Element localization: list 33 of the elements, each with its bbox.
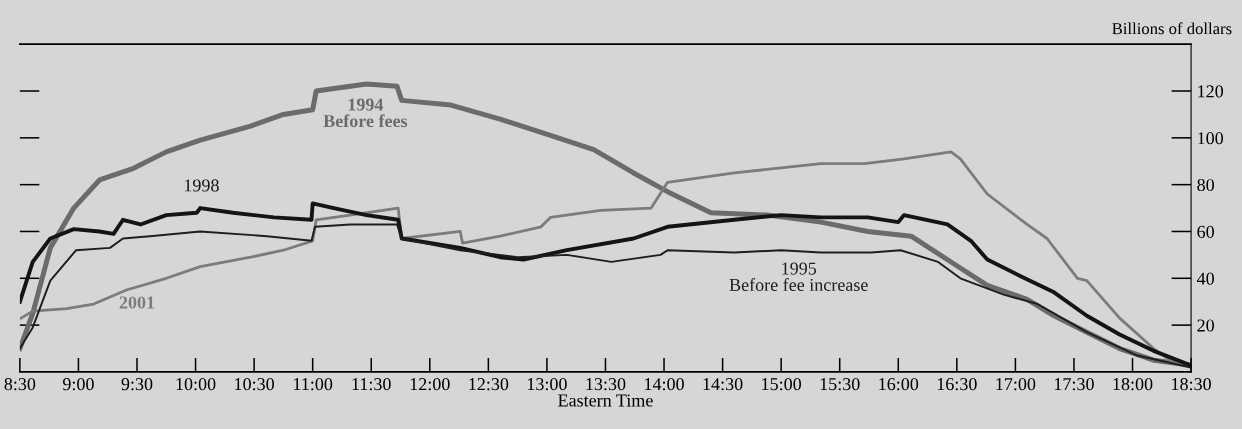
- x-tick-label: 17:00: [996, 378, 1036, 391]
- series-label: 1995 Before fee increase: [729, 262, 868, 292]
- x-tick-label: 18:30: [1172, 378, 1211, 391]
- y-tick-label: 120: [1198, 85, 1224, 98]
- series-label: 2001: [119, 296, 155, 309]
- x-tick-label: 13:00: [527, 378, 567, 391]
- x-tick-label: 10:30: [235, 378, 274, 391]
- x-tick-label: 13:30: [586, 378, 626, 391]
- x-tick-label: 14:00: [645, 378, 684, 391]
- x-tick-label: 17:30: [1054, 378, 1094, 391]
- y-axis-title: Billions of dollars: [1112, 22, 1232, 35]
- x-tick-label: 16:00: [879, 378, 919, 391]
- y-tick-label: 100: [1198, 132, 1224, 145]
- y-tick-label: 80: [1197, 178, 1214, 192]
- y-tick-label: 20: [1197, 319, 1214, 332]
- x-tick-label: 12:00: [410, 378, 450, 391]
- y-tick-label: 60: [1197, 225, 1214, 238]
- x-tick-label: 9:30: [121, 378, 153, 391]
- x-tick-label: 8:30: [4, 378, 36, 391]
- x-tick-label: 10:00: [176, 378, 216, 391]
- x-tick-label: 15:30: [820, 378, 860, 391]
- x-tick-label: 11:30: [352, 378, 391, 391]
- x-tick-label: 15:00: [762, 378, 802, 391]
- series-label: 1998: [184, 179, 219, 192]
- series-label: 1994 Before fees: [323, 98, 408, 128]
- x-tick-label: 9:00: [62, 378, 94, 391]
- x-axis-title: Eastern Time: [558, 394, 653, 407]
- x-tick-label: 18:00: [1113, 378, 1153, 391]
- x-tick-label: 11:00: [294, 378, 333, 391]
- x-tick-label: 14:30: [703, 378, 743, 391]
- x-tick-label: 12:30: [469, 378, 509, 391]
- y-tick-label: 40: [1196, 272, 1214, 285]
- x-tick-label: 16:30: [937, 378, 977, 391]
